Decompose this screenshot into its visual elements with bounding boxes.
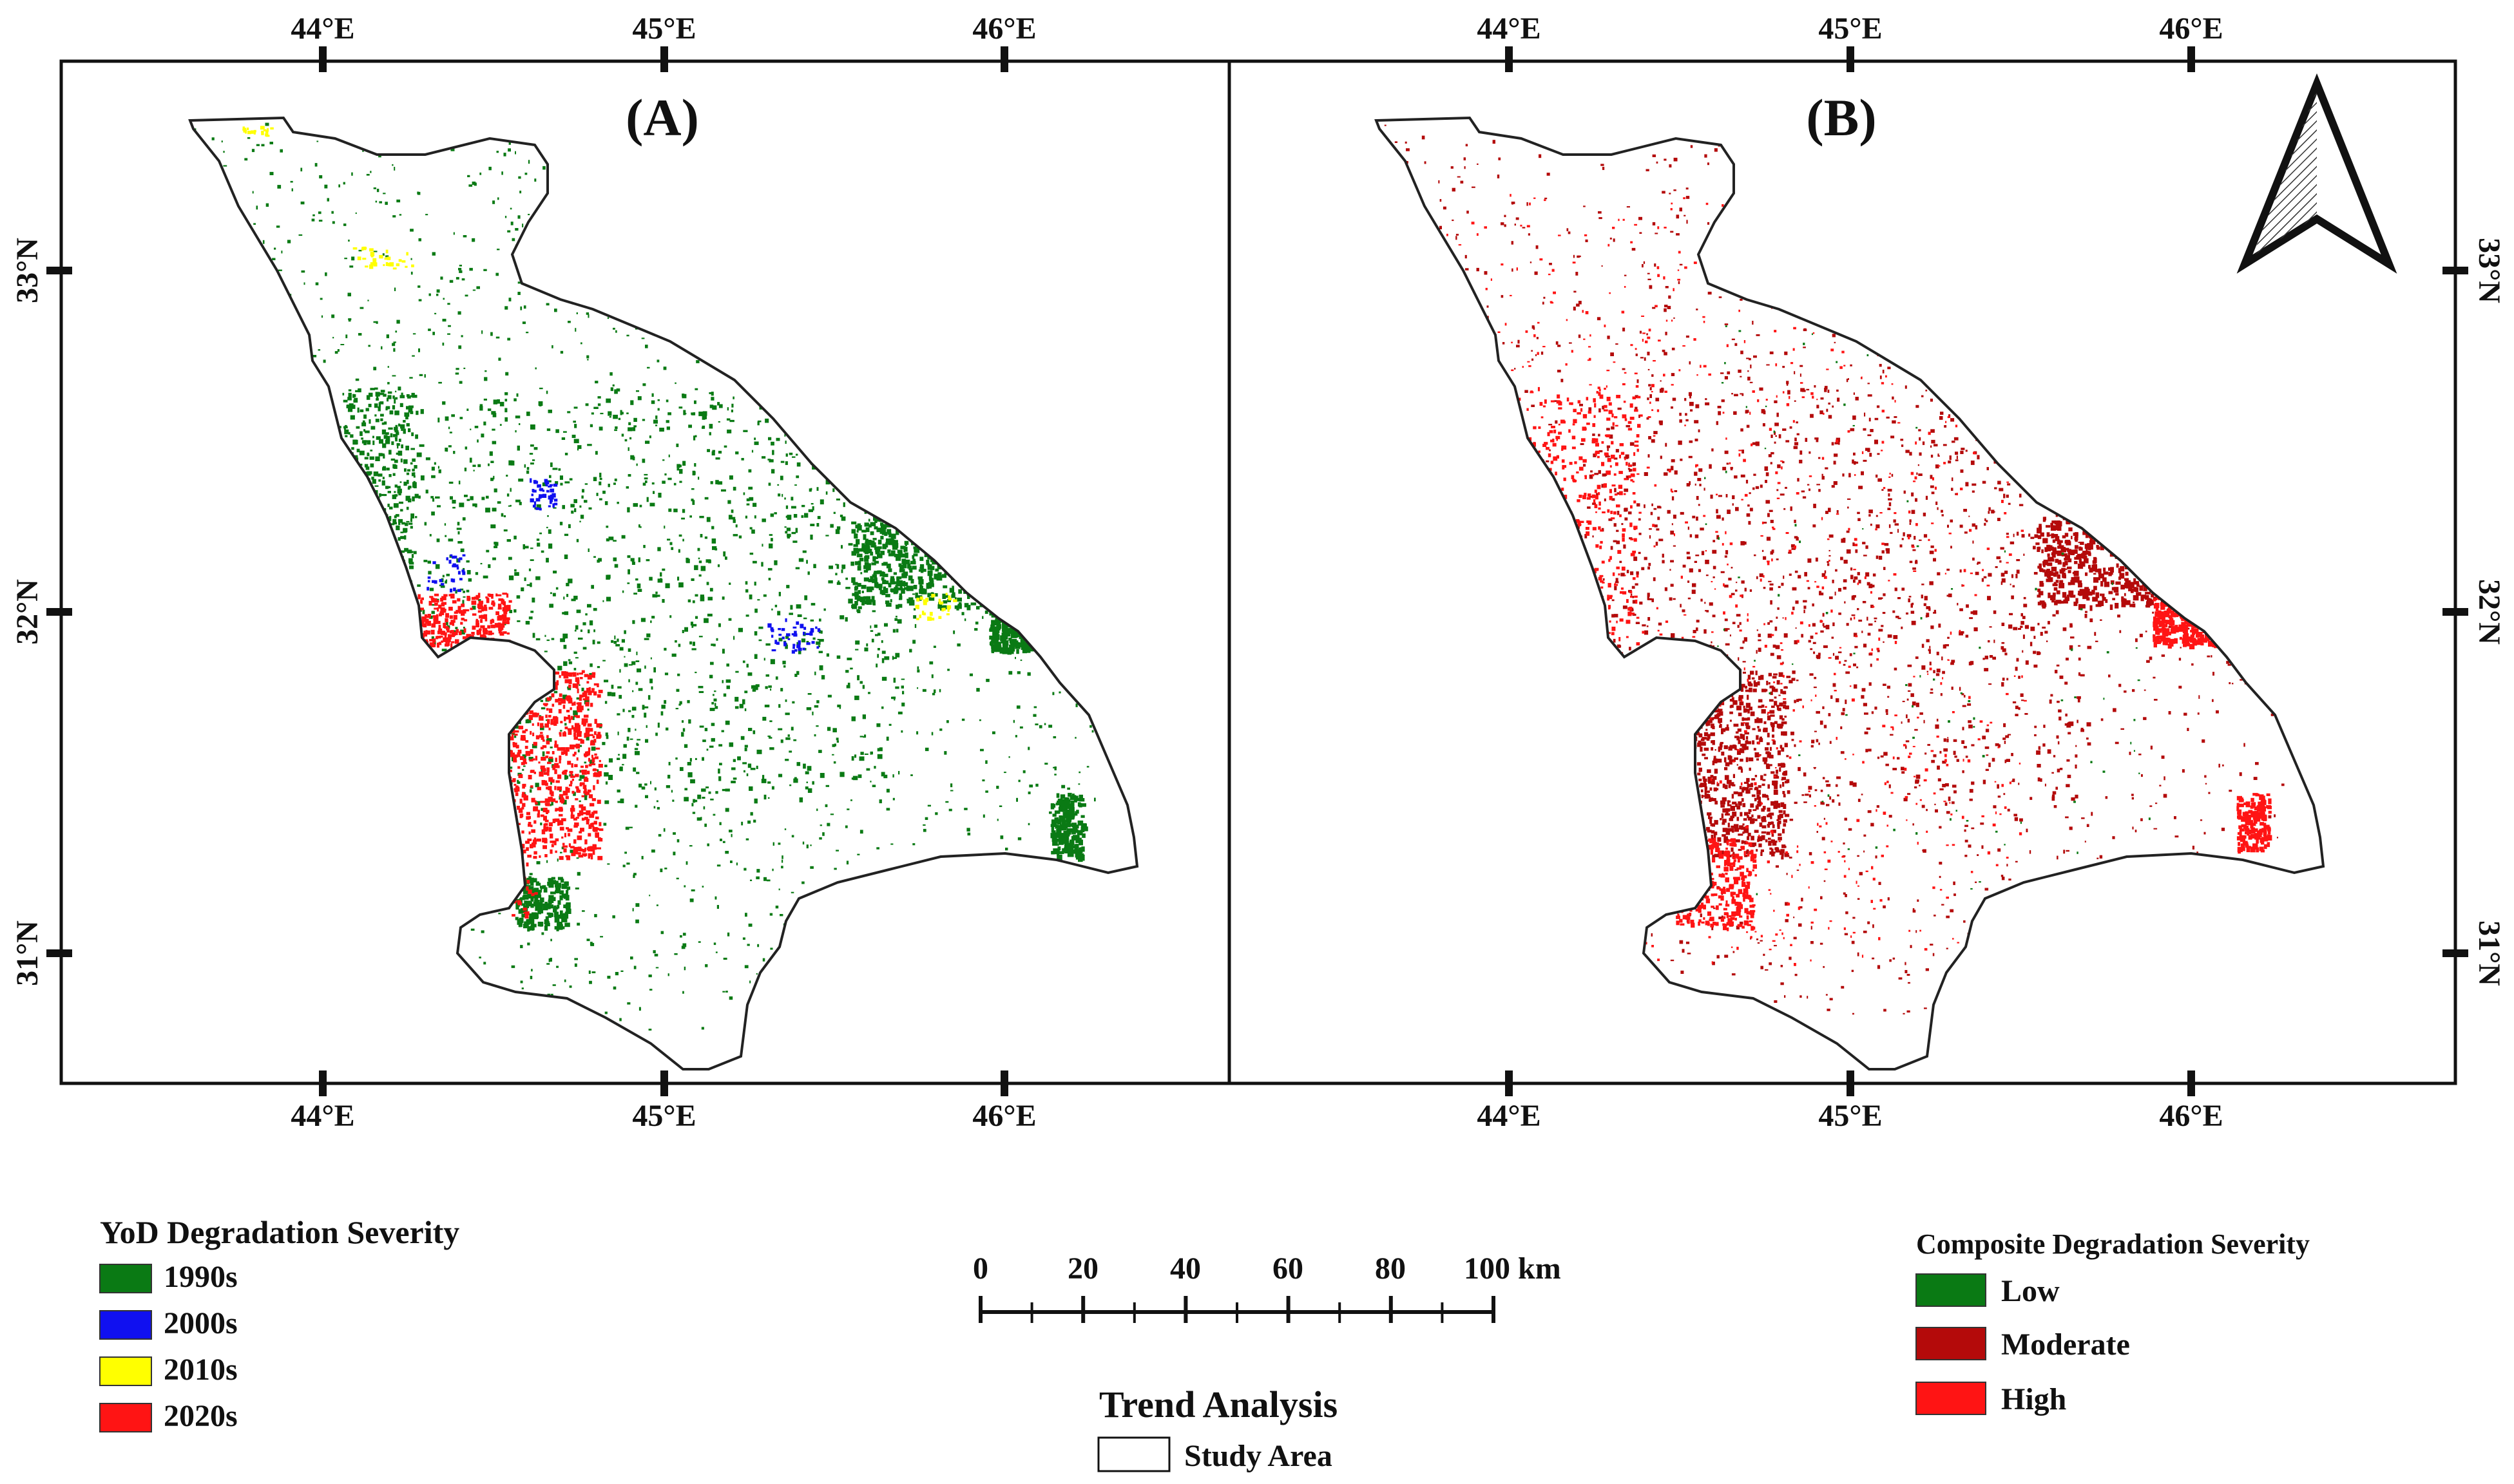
- legend-label: Moderate: [2001, 1327, 2130, 1362]
- lat-tick-mark: [46, 608, 72, 616]
- legend-label: Low: [2001, 1274, 2060, 1308]
- lat-tick-label: 31°N: [2472, 920, 2506, 986]
- lat-tick-label: 33°N: [10, 238, 44, 303]
- lon-tick-mark: [2187, 1070, 2195, 1096]
- lat-ticks-b: 33°N 32°N 31°N: [2442, 238, 2506, 986]
- legend-yod-title: YoD Degradation Severity: [100, 1214, 459, 1250]
- lat-tick-mark: [46, 267, 72, 274]
- lat-tick-mark: [46, 949, 72, 957]
- lon-tick-mark: [1847, 46, 1854, 72]
- lon-ticks-top-a: 44°E 45°E 46°E: [291, 12, 1037, 72]
- lon-tick-mark: [1001, 46, 1008, 72]
- lon-tick-label: 44°E: [1477, 12, 1540, 46]
- scale-bar-ticks: [979, 1296, 1495, 1323]
- study-area-outline-b: [1374, 116, 2325, 1070]
- legend-composite-item: Low: [1915, 1273, 2060, 1308]
- legend-composite-item: Moderate: [1915, 1327, 2130, 1362]
- lon-tick-mark: [2187, 46, 2195, 72]
- legend-swatch: [99, 1310, 152, 1340]
- legend-label: Study Area: [1184, 1439, 1332, 1473]
- lat-tick-mark: [2442, 949, 2468, 957]
- lat-tick-label: 31°N: [10, 920, 44, 986]
- lon-tick-label: 45°E: [1818, 12, 1882, 46]
- lon-tick-label: 44°E: [1477, 1099, 1540, 1133]
- scale-bar: 0 20 40 60 80 100 km: [973, 1251, 1561, 1323]
- lon-tick-label: 46°E: [972, 12, 1036, 46]
- lon-tick-mark: [319, 1070, 327, 1096]
- lon-ticks-bottom-b: 44°E 45°E 46°E: [1477, 1070, 2223, 1133]
- lat-tick-mark: [2442, 608, 2468, 616]
- legend-yod-item: 1990s: [99, 1260, 238, 1294]
- lat-ticks-a: 33°N 32°N 31°N: [10, 238, 72, 986]
- legend-label: 2000s: [164, 1306, 238, 1340]
- lon-tick-mark: [660, 46, 668, 72]
- panel-a: (A) 44°E 45°E 46°E 44°E 45°E 46°E 33°N 3…: [10, 12, 1231, 1133]
- study-area-swatch: [1097, 1436, 1171, 1472]
- legend-trend-title: Trend Analysis: [1099, 1384, 1338, 1425]
- panel-b-frame: [1227, 59, 2457, 1085]
- legend-swatch: [99, 1356, 152, 1386]
- lon-tick-label: 45°E: [632, 1099, 696, 1133]
- legend-composite-item: High: [1915, 1382, 2066, 1416]
- lat-tick-label: 32°N: [10, 579, 44, 645]
- scale-label: 0: [973, 1251, 988, 1286]
- lon-tick-mark: [1001, 1070, 1008, 1096]
- scale-label: 80: [1375, 1251, 1406, 1286]
- panel-b: (B) 44°E 45°E 46°E 44°E 45°E 46°E: [1227, 12, 2506, 1133]
- lon-tick-label: 44°E: [291, 12, 354, 46]
- lon-tick-mark: [319, 46, 327, 72]
- lon-tick-label: 45°E: [632, 12, 696, 46]
- legend-label: High: [2001, 1382, 2066, 1416]
- legend-swatch: [1915, 1327, 1986, 1360]
- legend-yod-item: 2010s: [99, 1353, 238, 1387]
- legend-swatch: [99, 1403, 152, 1432]
- panel-label-b: (B): [1806, 88, 1876, 147]
- lat-tick-mark: [2442, 267, 2468, 274]
- scale-label: 40: [1170, 1251, 1201, 1286]
- legend-label: 2020s: [164, 1399, 238, 1433]
- legend-swatch: [1915, 1382, 1986, 1415]
- lon-ticks-bottom-a: 44°E 45°E 46°E: [291, 1070, 1037, 1133]
- scale-label: 60: [1272, 1251, 1303, 1286]
- lon-tick-label: 46°E: [2159, 1099, 2223, 1133]
- lat-tick-label: 32°N: [2472, 579, 2506, 645]
- legend-yod: YoD Degradation Severity 1990s 2000s 201…: [99, 1214, 459, 1433]
- lat-tick-label: 33°N: [2472, 238, 2506, 303]
- legend-yod-item: 2020s: [99, 1399, 238, 1433]
- panel-label-a: (A): [626, 88, 699, 147]
- panel-a-frame: [59, 59, 1231, 1085]
- lon-tick-label: 45°E: [1818, 1099, 1882, 1133]
- lon-tick-mark: [1505, 46, 1513, 72]
- scale-label: 100 km: [1464, 1251, 1561, 1286]
- north-arrow-icon: [2236, 73, 2397, 274]
- scale-label: 20: [1068, 1251, 1099, 1286]
- legend-yod-item: 2000s: [99, 1306, 238, 1340]
- study-area-outline-a: [188, 116, 1139, 1070]
- legend-swatch: [1915, 1273, 1986, 1307]
- lon-tick-mark: [1847, 1070, 1854, 1096]
- lon-tick-label: 46°E: [2159, 12, 2223, 46]
- legend-trend: Trend Analysis Study Area: [1097, 1384, 1338, 1473]
- legend-label: 1990s: [164, 1260, 238, 1294]
- lon-tick-mark: [1505, 1070, 1513, 1096]
- lon-tick-label: 44°E: [291, 1099, 354, 1133]
- legend-swatch: [99, 1264, 152, 1293]
- lon-ticks-top-b: 44°E 45°E 46°E: [1477, 12, 2223, 72]
- legend-label: 2010s: [164, 1353, 238, 1387]
- lon-tick-mark: [660, 1070, 668, 1096]
- legend-composite: Composite Degradation Severity Low Moder…: [1915, 1228, 2310, 1416]
- lon-tick-label: 46°E: [972, 1099, 1036, 1133]
- legend-composite-title: Composite Degradation Severity: [1916, 1228, 2310, 1260]
